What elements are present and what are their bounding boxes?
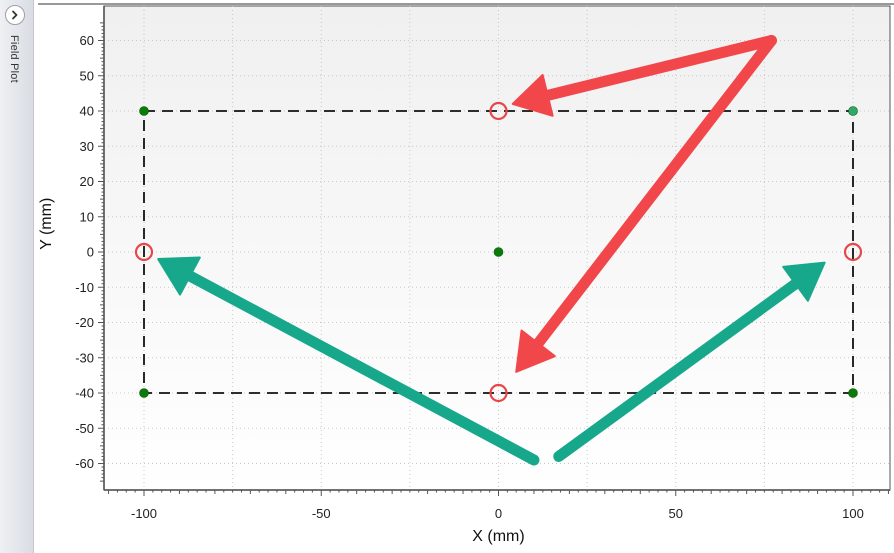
data-point: [139, 388, 149, 398]
data-points: [139, 106, 858, 398]
red-arrow: [515, 35, 777, 373]
data-point: [848, 388, 858, 398]
arrow-shaft: [542, 35, 777, 101]
teal-arrow: [553, 261, 826, 462]
y-tick-label: -40: [75, 386, 94, 401]
field-boundary: [143, 110, 854, 394]
data-point: [139, 106, 149, 116]
arrow-shaft: [184, 270, 540, 466]
x-tick-label: -50: [312, 506, 331, 521]
annotation-arrows: [157, 35, 826, 466]
arrow-shaft: [553, 278, 802, 462]
x-tick-label: 0: [495, 506, 502, 521]
teal-arrow: [157, 256, 540, 466]
axes: [98, 6, 890, 496]
y-tick-label: 40: [80, 104, 94, 119]
arrow-head: [511, 73, 554, 117]
highlight-circle: [489, 101, 508, 121]
x-tick-label: 50: [669, 506, 683, 521]
y-tick-label: -60: [75, 456, 94, 471]
x-tick-label: 100: [842, 506, 864, 521]
highlight-circle: [843, 242, 863, 262]
y-tick-label: -30: [75, 350, 94, 365]
highlight-circle: [489, 383, 508, 403]
y-tick-label: -20: [75, 315, 94, 330]
y-axis-title: Y (mm): [38, 198, 55, 250]
arrow-head: [782, 261, 826, 302]
plot-area: [38, 3, 894, 491]
y-tick-label: -50: [75, 421, 94, 436]
arrow-shaft: [532, 35, 777, 349]
data-point: [848, 106, 858, 116]
y-tick-label: 20: [80, 174, 94, 189]
y-tick-label: 60: [80, 33, 94, 48]
red-arrow: [511, 35, 777, 117]
panel-label: Field Plot: [8, 35, 20, 83]
highlight-circles: [134, 101, 863, 403]
arrow-head: [157, 256, 201, 296]
x-axis-title: X (mm): [472, 528, 524, 545]
chevron-right-icon: [12, 10, 18, 20]
highlight-circle: [134, 242, 154, 262]
y-tick-label: 30: [80, 139, 94, 154]
field-plot-side-panel: Field Plot: [0, 0, 34, 553]
x-tick-label: -100: [131, 506, 157, 521]
y-tick-label: -10: [75, 280, 94, 295]
y-tick-label: 0: [87, 245, 94, 260]
arrow-head: [515, 329, 556, 373]
data-point: [493, 247, 504, 257]
y-tick-label: 50: [80, 68, 94, 83]
field-boundary-rect: [143, 110, 854, 394]
expand-panel-button[interactable]: [5, 5, 25, 25]
y-tick-label: 10: [80, 209, 94, 224]
field-plot-chart[interactable]: 60 50 40 30 20 10 0 -10 -20 -30 -40 -50 -60 -100 -50 0 5…: [38, 0, 894, 553]
